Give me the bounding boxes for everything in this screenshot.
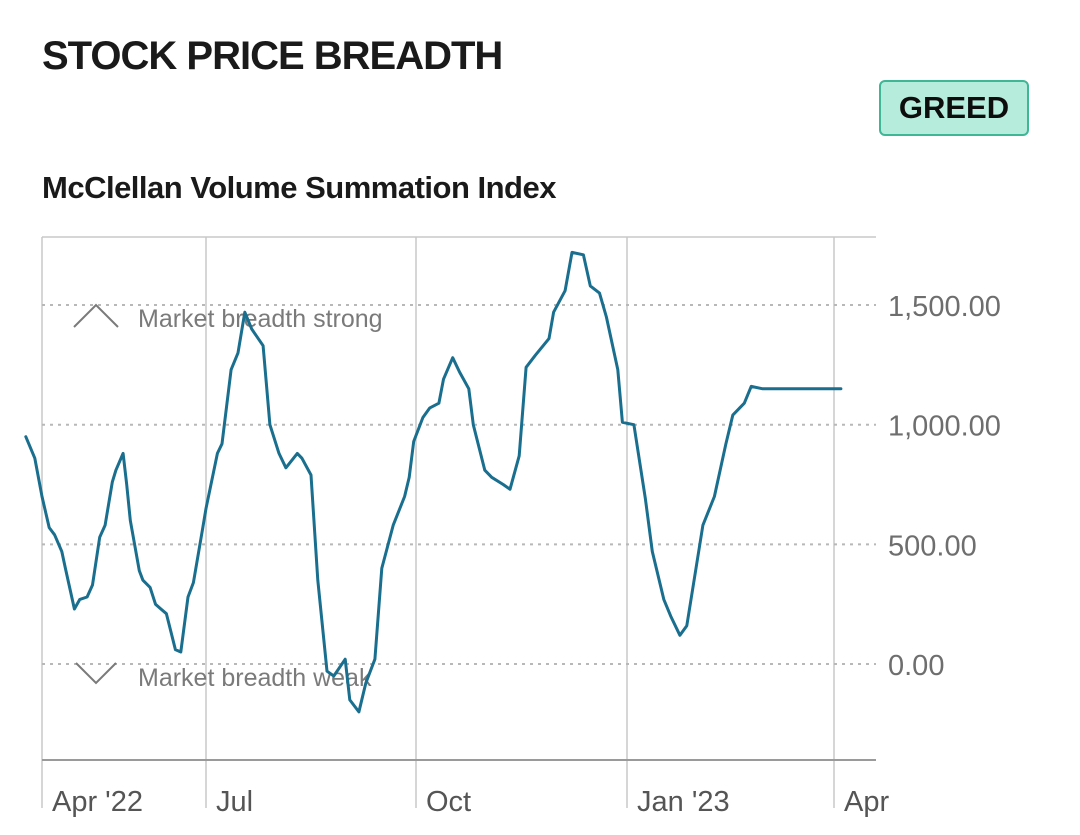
annotation-strong-label: Market breadth strong	[138, 305, 383, 333]
annotation-weak: Market breadth weak	[75, 662, 372, 692]
y-axis: 1,500.00 1,000.00 500.00 0.00	[888, 291, 1001, 682]
x-tick-label: Jan '23	[637, 786, 730, 818]
y-tick-label: 1,000.00	[888, 411, 1001, 443]
y-tick-label: 0.00	[888, 650, 944, 682]
horizontal-gridlines	[42, 304, 876, 665]
page-title: STOCK PRICE BREADTH	[42, 34, 503, 78]
x-axis: Apr '22 Jul Oct Jan '23 Apr	[52, 786, 889, 818]
chart-title: McClellan Volume Summation Index	[42, 170, 556, 205]
series-line	[24, 250, 843, 714]
annotation-strong: Market breadth strong	[73, 303, 383, 333]
y-tick-label: 1,500.00	[888, 291, 1001, 323]
x-tick-label: Apr '22	[52, 786, 143, 818]
x-tick-label: Apr	[844, 786, 889, 818]
chevron-down-icon	[75, 662, 117, 685]
rating-badge: GREED	[879, 80, 1029, 136]
chevron-up-icon	[73, 303, 119, 328]
y-tick-label: 500.00	[888, 530, 977, 562]
x-tick-label: Oct	[426, 786, 471, 818]
annotation-weak-label: Market breadth weak	[138, 664, 372, 692]
x-tick-label: Jul	[216, 786, 253, 818]
vertical-gridlines	[41, 236, 876, 808]
